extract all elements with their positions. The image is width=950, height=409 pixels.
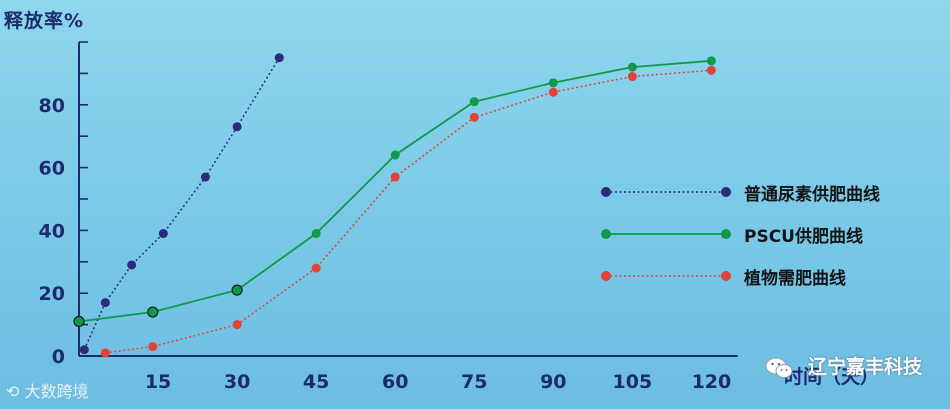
source-watermark-text: 大数跨境 <box>24 382 89 401</box>
data-point <box>469 97 479 107</box>
data-point <box>311 263 321 273</box>
x-tick-label: 60 <box>382 371 408 393</box>
legend-swatch-plant-demand <box>601 271 731 281</box>
series-2 <box>100 65 716 358</box>
data-point <box>158 229 168 239</box>
data-point <box>200 172 210 182</box>
brand-watermark: 辽宁嘉丰科技 <box>765 352 922 380</box>
y-tick-label: 20 <box>39 283 65 305</box>
data-point <box>127 260 137 270</box>
source-watermark: ⟲ 大数跨境 <box>6 378 89 402</box>
x-tick-label: 90 <box>540 371 566 393</box>
legend-label-plant-demand: 植物需肥曲线 <box>744 269 846 289</box>
data-point <box>627 72 637 82</box>
x-tick-label: 15 <box>145 371 171 393</box>
brand-watermark-text: 辽宁嘉丰科技 <box>807 356 922 378</box>
data-point <box>627 62 637 72</box>
data-point <box>148 342 158 352</box>
data-point <box>231 284 243 296</box>
legend-label-regular-urea: 普通尿素供肥曲线 <box>744 185 880 205</box>
axis-ticks: 0 20 40 60 80 15 30 45 60 75 90 105 120 <box>39 41 732 393</box>
legend-label-pscu: PSCU供肥曲线 <box>744 227 863 247</box>
series-layer <box>73 53 716 358</box>
data-point <box>79 345 89 355</box>
series-line <box>83 57 280 351</box>
data-point <box>706 65 716 75</box>
series-line <box>105 69 712 354</box>
wechat-icon <box>765 357 793 378</box>
data-point <box>390 150 400 160</box>
y-tick-label: 0 <box>52 346 65 368</box>
data-point <box>706 56 716 66</box>
data-point <box>100 298 110 308</box>
x-tick-label: 75 <box>461 371 487 393</box>
legend-swatch-regular-urea <box>601 187 731 197</box>
x-axis-title: 时间（天） <box>784 366 880 388</box>
data-point <box>469 112 479 122</box>
data-point <box>311 229 321 239</box>
y-tick-label: 40 <box>39 220 65 242</box>
data-point <box>100 348 110 358</box>
x-tick-label: 45 <box>303 371 329 393</box>
x-tick-label: 120 <box>692 371 732 393</box>
data-point <box>73 315 85 328</box>
x-tick-label: 30 <box>224 371 250 393</box>
data-point <box>147 306 159 318</box>
data-point <box>232 122 242 132</box>
data-point <box>548 87 558 97</box>
data-point <box>548 78 558 88</box>
y-tick-label: 80 <box>39 95 65 117</box>
data-point <box>274 53 284 63</box>
data-point <box>390 172 400 182</box>
source-logo-icon: ⟲ <box>6 382 20 401</box>
x-tick-label: 105 <box>613 371 653 393</box>
y-axis-title: 释放率% <box>4 10 85 32</box>
data-point <box>232 320 242 330</box>
series-0 <box>79 53 284 355</box>
legend-swatch-pscu <box>601 229 731 239</box>
y-tick-label: 60 <box>39 158 65 180</box>
series-1 <box>73 56 716 328</box>
